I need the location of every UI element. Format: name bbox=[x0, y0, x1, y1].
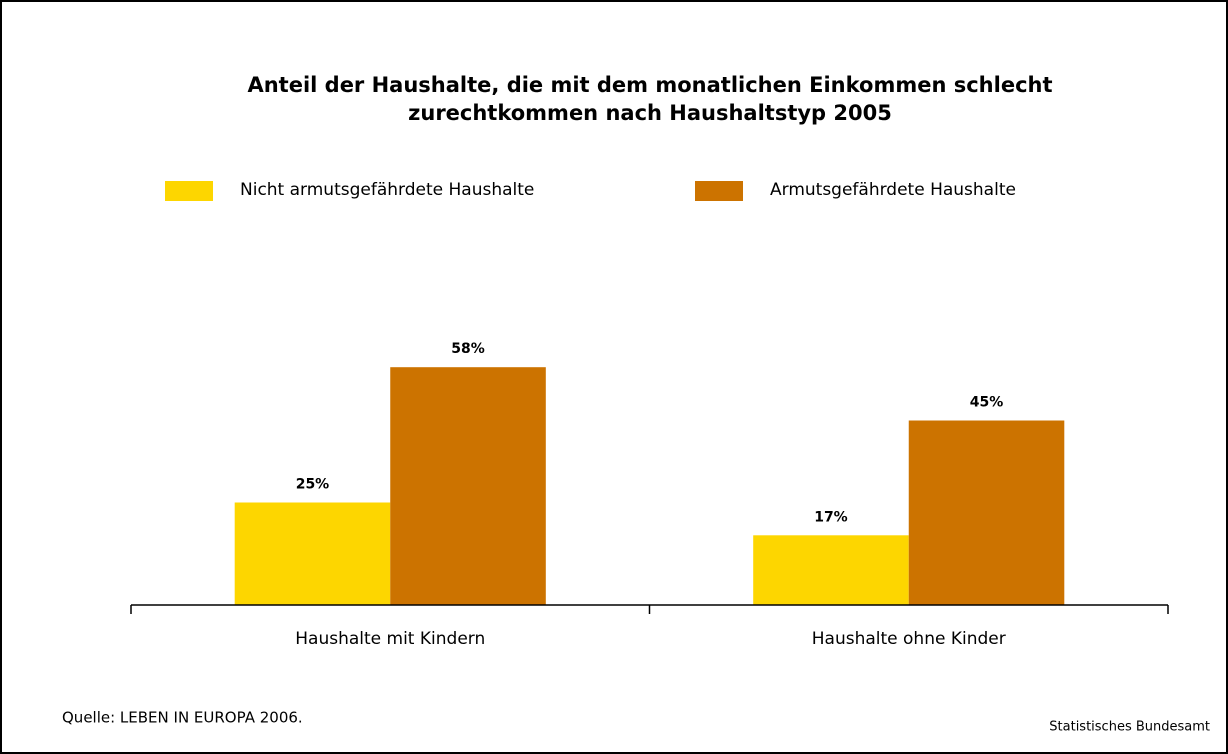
bar bbox=[908, 420, 1065, 605]
chart-title: zurechtkommen nach Haushaltstyp 2005 bbox=[408, 101, 892, 125]
chart-title: Anteil der Haushalte, die mit dem monatl… bbox=[247, 73, 1052, 97]
x-tick-label: Haushalte mit Kindern bbox=[295, 629, 485, 649]
source: Quelle: LEBEN IN EUROPA 2006. bbox=[62, 709, 303, 727]
legend-swatch bbox=[695, 181, 743, 201]
bar bbox=[234, 502, 391, 605]
bar bbox=[390, 367, 546, 605]
legend-swatch bbox=[165, 181, 213, 201]
value-label: 45% bbox=[970, 395, 1004, 411]
legend-label: Armutsgefährdete Haushalte bbox=[770, 180, 1016, 200]
value-label: 58% bbox=[451, 341, 485, 357]
bar bbox=[753, 535, 909, 605]
legend-label: Nicht armutsgefährdete Haushalte bbox=[240, 180, 534, 200]
credit: Statistisches Bundesamt bbox=[1049, 720, 1210, 735]
x-tick-label: Haushalte ohne Kinder bbox=[812, 629, 1006, 649]
value-label: 25% bbox=[296, 477, 330, 493]
value-label: 17% bbox=[814, 509, 848, 525]
